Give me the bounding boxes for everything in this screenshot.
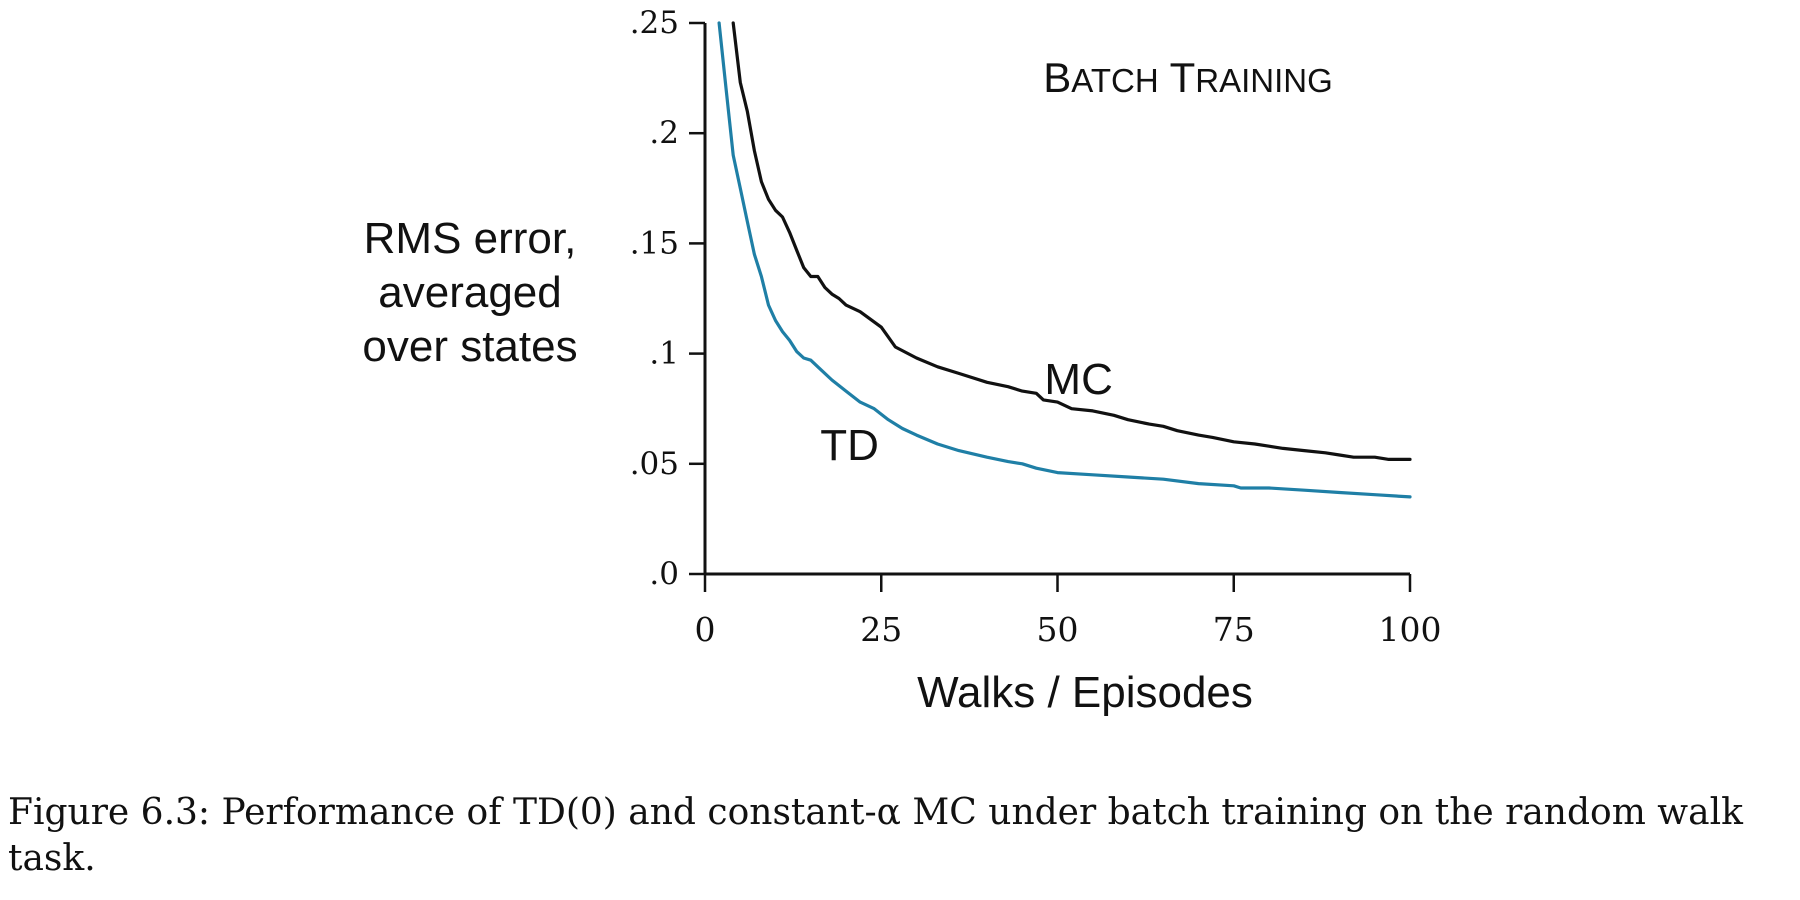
x-axis-label: Walks / Episodes [917, 668, 1253, 717]
y-tick-label: .25 [630, 5, 679, 41]
y-axis-label: RMS error, averaged over states [300, 212, 640, 374]
x-tick-label: 25 [860, 610, 902, 649]
x-tick-label: 0 [695, 610, 716, 649]
chart-ticks: .0 .05 .1 .15 .2 .25 0 25 50 75 100 [630, 5, 1442, 649]
chart-title-rest: ATCH [1071, 62, 1158, 99]
y-tick-label: .05 [630, 446, 679, 482]
series-annotation-mc: MC [1044, 355, 1112, 404]
series-annotation-td: TD [820, 421, 879, 470]
y-tick-label: .1 [649, 336, 679, 372]
chart-title-initial: T [1159, 54, 1196, 101]
figure-caption: Figure 6.3: Performance of TD(0) and con… [8, 792, 1743, 879]
y-axis-label-line-2: averaged [378, 268, 562, 317]
y-tick-label: .2 [649, 115, 679, 151]
y-tick-label: .0 [649, 556, 679, 592]
series-line-td [717, 21, 1412, 499]
x-tick-label: 50 [1037, 610, 1079, 649]
chart-title: BATCH TRAINING [1043, 54, 1333, 101]
x-tick-label: 100 [1379, 610, 1442, 649]
y-axis-label-line-1: RMS error, [363, 214, 577, 263]
x-tick-label: 75 [1213, 610, 1255, 649]
y-tick-label: .15 [630, 225, 679, 261]
y-axis-label-line-3: over states [362, 322, 578, 371]
chart-title-rest: RAINING [1195, 62, 1333, 99]
chart-labels: MC TD BATCH TRAINING Walks / Episodes [820, 54, 1333, 717]
chart-axes [703, 23, 1410, 576]
chart-title-initial: B [1043, 54, 1071, 101]
chart-series [717, 21, 1412, 499]
series-line-mc [731, 21, 1412, 461]
